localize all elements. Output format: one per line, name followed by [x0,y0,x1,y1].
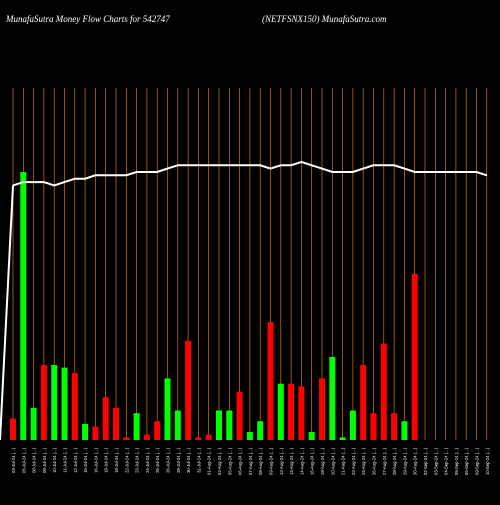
x-tick-label: 19-Aug-24 (...) [320,447,325,475]
x-tick-label: 15-Jul-24 (...) [83,447,88,473]
x-tick-label: 06-Aug-24 (...) [238,447,243,475]
money-flow-bar [123,437,130,440]
x-tick-label: 02-Sep-24 (...) [423,447,428,475]
x-tick-label: 08-Jul-24 (...) [32,447,37,473]
x-tick-label: 16-Jul-24 (...) [93,447,98,473]
x-tick-label: 24-Jul-24 (...) [145,447,150,473]
money-flow-bar [102,397,109,440]
x-tick-label: 03-Sep-24 (...) [433,447,438,475]
money-flow-bar [133,413,140,440]
bars [10,172,418,440]
money-flow-bar [360,364,367,440]
money-flow-bar [71,373,78,440]
chart-header-right: (NETFSNX150) MunafaSutra.com [262,14,387,24]
money-flow-bar [195,437,202,440]
x-tick-label: 11-Jul-24 (...) [63,447,68,472]
x-tick-label: 29-Aug-24 (...) [402,447,407,475]
x-tick-label: 12-Jul-24 (...) [73,447,78,473]
flow-line-lead [0,185,14,441]
money-flow-bar [226,410,233,440]
money-flow-bar [267,322,274,440]
money-flow-bar [370,413,377,440]
money-flow-bar [288,383,295,440]
x-tick-label: 06-Sep-24 (...) [464,447,469,475]
x-tick-label: 09-Sep-24 (...) [475,447,480,475]
money-flow-bar [236,391,243,440]
money-flow-bar [185,340,192,440]
money-flow-bar [339,437,346,440]
x-tick-label: 10-Sep-24 (...) [485,447,490,475]
x-tick-label: 22-Jul-24 (...) [124,447,129,473]
x-tick-label: 10-Jul-24 (...) [52,447,57,473]
money-flow-bar [61,367,68,440]
x-tick-label: 28-Aug-24 (...) [392,447,397,475]
x-tick-label: 25-Jul-24 (...) [155,447,160,473]
x-tick-label: 09-Aug-24 (...) [269,447,274,475]
x-tick-label: 16-Aug-24 (...) [310,447,315,475]
money-flow-bar [164,378,171,440]
money-flow-bar [113,407,119,440]
x-tick-label: 30-Jul-24 (...) [186,447,191,473]
x-tick-label: 31-Jul-24 (...) [196,447,201,473]
money-flow-bar [30,407,37,440]
x-tick-label: 04-Sep-24 (...) [444,447,449,475]
money-flow-bar [308,431,315,440]
money-flow-bar [380,343,387,440]
x-tick-label: 26-Aug-24 (...) [372,447,377,475]
money-flow-bar [40,364,47,440]
x-tick-label: 01-Aug-24 (...) [207,447,212,475]
x-tick-label: 12-Aug-24 (...) [279,447,284,475]
money-flow-bar [257,421,264,440]
x-tick-label: 21-Aug-24 (...) [341,447,346,475]
x-tick-label: 13-Aug-24 (...) [289,447,294,475]
x-tick-label: 03-Jul-24 (...) [11,447,16,473]
money-flow-bar [174,410,181,440]
money-flow-bar [277,383,284,440]
x-tick-label: 08-Aug-24 (...) [258,447,263,475]
x-tick-label: 05-Sep-24 (...) [454,447,459,475]
x-tick-label: 22-Aug-24 (...) [351,447,356,475]
x-tick-label: 23-Jul-24 (...) [135,447,140,473]
x-tick-label: 26-Jul-24 (...) [166,447,171,473]
money-flow-bar [298,386,305,440]
x-tick-label: 19-Jul-24 (...) [114,447,119,473]
x-tick-label: 27-Aug-24 (...) [382,447,387,475]
chart-header-left: MunafaSutra Money Flow Charts for 542747 [6,14,170,24]
x-tick-label: 30-Aug-24 (...) [413,447,418,475]
x-tick-label: 09-Jul-24 (...) [42,447,47,473]
grid-lines [12,88,488,440]
money-flow-bar [82,423,89,440]
x-tick-label: 18-Jul-24 (...) [104,447,109,473]
x-tick-label: 02-Aug-24 (...) [217,447,222,475]
money-flow-bar [319,378,325,440]
x-tick-label: 07-Aug-24 (...) [248,447,253,475]
x-tick-label: 23-Aug-24 (...) [361,447,366,475]
flow-line [12,160,488,187]
money-flow-bar [391,413,398,440]
x-tick-label: 05-Jul-24 (...) [21,447,26,473]
money-flow-bar [401,421,408,440]
money-flow-bar [216,410,222,440]
money-flow-bar [51,364,58,440]
money-flow-bar [92,426,99,440]
money-flow-bar [246,431,253,440]
money-flow-bar [411,273,418,440]
money-flow-bar [154,421,161,440]
money-flow-bar [10,418,16,440]
x-tick-label: 20-Aug-24 (...) [330,447,335,475]
x-tick-label: 29-Jul-24 (...) [176,447,181,473]
x-tick-labels: 03-Jul-24 (...) 05-Jul-24 (...) 08-Jul-24 … [11,447,490,475]
x-tick-label: 14-Aug-24 (...) [299,447,304,475]
x-tick-label: 05-Aug-24 (...) [227,447,232,475]
money-flow-bar [20,172,27,440]
money-flow-bar [329,356,336,440]
money-flow-bar [205,434,212,440]
money-flow-bar [349,410,356,440]
flow-line-group [0,160,488,441]
money-flow-bar [143,434,150,440]
